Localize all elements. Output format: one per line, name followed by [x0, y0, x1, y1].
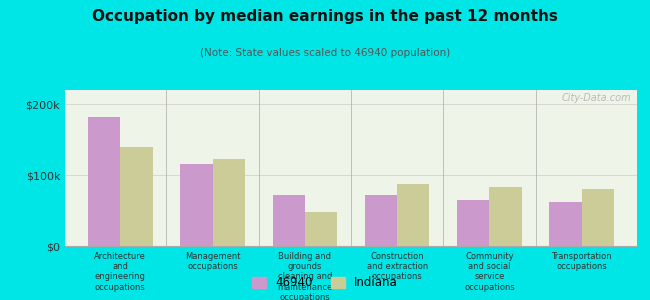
- Bar: [88, 117, 120, 246]
- Bar: [489, 187, 522, 246]
- Bar: [180, 164, 213, 246]
- Bar: [120, 147, 153, 246]
- Bar: [582, 189, 614, 246]
- Text: Occupation by median earnings in the past 12 months: Occupation by median earnings in the pas…: [92, 9, 558, 24]
- Bar: [305, 212, 337, 246]
- Bar: [365, 195, 397, 246]
- Bar: [272, 195, 305, 246]
- Bar: [397, 184, 430, 246]
- Text: (Note: State values scaled to 46940 population): (Note: State values scaled to 46940 popu…: [200, 48, 450, 58]
- Text: City-Data.com: City-Data.com: [562, 93, 631, 103]
- Legend: 46940, Indiana: 46940, Indiana: [247, 272, 403, 294]
- Bar: [457, 200, 489, 246]
- Bar: [213, 159, 245, 246]
- Bar: [549, 202, 582, 246]
